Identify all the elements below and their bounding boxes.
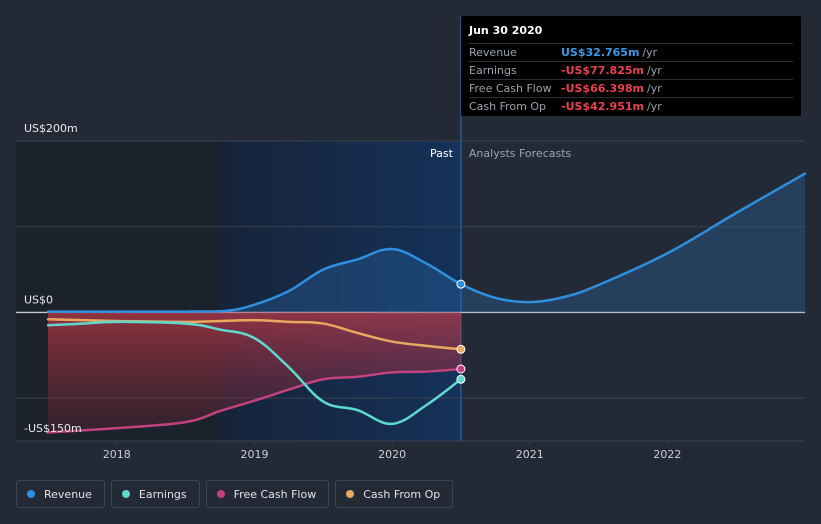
legend-label: Cash From Op xyxy=(363,487,441,501)
legend-dot-icon xyxy=(216,490,225,498)
tooltip-row-free-cash-flow: Free Cash Flow -US$66.398m /yr xyxy=(469,79,793,97)
tooltip-date: Jun 30 2020 xyxy=(469,24,543,37)
legend-label: Free Cash Flow xyxy=(233,487,317,501)
x-tick-label: 2018 xyxy=(103,448,131,461)
tooltip-value: -US$66.398m xyxy=(561,82,644,95)
revenue-line xyxy=(46,172,807,313)
data-tooltip: Jun 30 2020 Revenue US$32.765m /yr Earni… xyxy=(461,16,801,116)
x-tick-label: 2020 xyxy=(378,448,406,461)
tooltip-unit: /yr xyxy=(646,82,662,95)
legend-dot-icon xyxy=(121,490,130,498)
tooltip-value: US$32.765m xyxy=(561,46,640,59)
legend-item-free-cash-flow[interactable]: Free Cash Flow xyxy=(205,480,330,508)
legend-label: Revenue xyxy=(44,487,92,501)
tooltip-value: -US$42.951m xyxy=(561,100,644,113)
negative-area xyxy=(48,312,461,433)
revenue-marker xyxy=(456,279,466,289)
free-cash-flow-line xyxy=(46,367,463,434)
legend-item-earnings[interactable]: Earnings xyxy=(110,480,200,508)
tooltip-unit: /yr xyxy=(646,100,662,113)
legend-item-cash-from-op[interactable]: Cash From Op xyxy=(335,480,454,508)
tooltip-label: Earnings xyxy=(469,64,517,77)
x-tick-label: 2022 xyxy=(653,448,681,461)
legend-dot-icon xyxy=(27,490,35,498)
cash-from-op-marker xyxy=(456,344,466,354)
legend-label: Earnings xyxy=(138,487,187,501)
legend: Revenue Earnings Free Cash Flow Cash Fro… xyxy=(16,480,454,508)
y-tick-label: US$200m xyxy=(24,122,78,135)
y-tick-label: US$0 xyxy=(24,293,53,306)
tooltip-unit: /yr xyxy=(646,64,662,77)
x-tick-label: 2019 xyxy=(240,448,268,461)
tooltip-row-cash-from-op: Cash From Op -US$42.951m /yr xyxy=(469,97,793,115)
legend-item-revenue[interactable]: Revenue xyxy=(16,480,105,508)
earnings-line xyxy=(46,320,463,426)
tooltip-row-earnings: Earnings -US$77.825m /yr xyxy=(469,61,793,79)
forecast-label: Analysts Forecasts xyxy=(469,147,572,160)
free-cash-flow-marker xyxy=(456,364,466,374)
earnings-marker xyxy=(456,374,466,384)
tooltip-label: Cash From Op xyxy=(469,100,547,113)
tooltip-value: -US$77.825m xyxy=(561,64,644,77)
tooltip-label: Revenue xyxy=(469,46,517,59)
x-tick-label: 2021 xyxy=(516,448,544,461)
y-tick-label: -US$150m xyxy=(24,422,82,435)
tooltip-unit: /yr xyxy=(642,46,658,59)
tooltip-row-revenue: Revenue US$32.765m /yr xyxy=(469,43,793,61)
past-label: Past xyxy=(430,147,454,160)
legend-dot-icon xyxy=(346,490,355,498)
tooltip-label: Free Cash Flow xyxy=(469,82,552,95)
